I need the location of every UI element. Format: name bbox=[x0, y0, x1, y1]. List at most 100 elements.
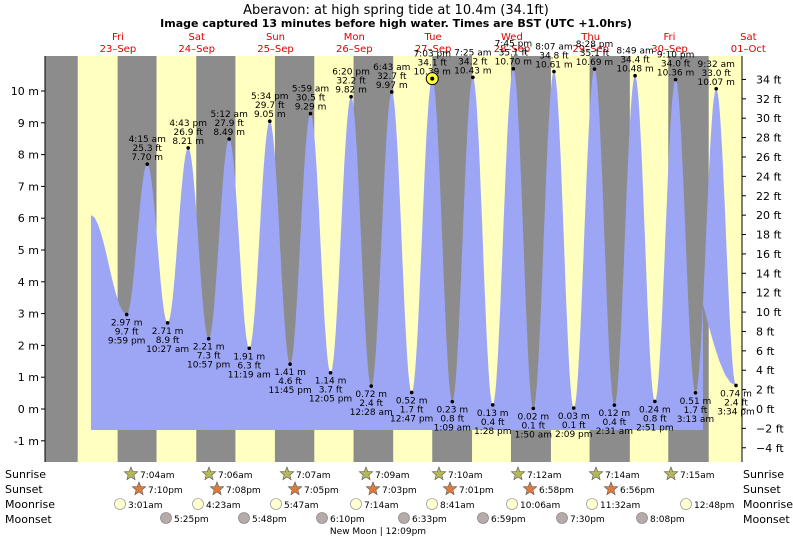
y-tick-label-m: 3 m bbox=[18, 308, 39, 321]
sunrise-event: 7:14am bbox=[588, 466, 640, 481]
tide-height-m: 10.07 m bbox=[697, 78, 734, 88]
moonrise-row-label-right: Moonrise bbox=[743, 498, 793, 511]
tide-height-ft: 33.0 ft bbox=[701, 69, 731, 79]
tide-point bbox=[633, 73, 637, 78]
sunrise-row-label-right: Sunrise bbox=[743, 468, 784, 481]
tide-height-m: 0.74 m bbox=[720, 389, 752, 399]
y-tick-label-ft: 6 ft bbox=[756, 345, 775, 358]
day-date: 23–Sep bbox=[100, 44, 137, 55]
star-icon bbox=[123, 466, 139, 481]
y-tick-label-ft: 30 ft bbox=[756, 112, 782, 125]
tide-height-ft: 6.3 ft bbox=[237, 361, 261, 371]
tide-height-m: 10.61 m bbox=[535, 61, 572, 71]
tide-point bbox=[612, 403, 617, 407]
y-tick-label-ft: −2 ft bbox=[756, 422, 784, 435]
tide-time: 3:34 pm bbox=[717, 407, 755, 417]
star-icon bbox=[201, 466, 217, 481]
chart-title: Aberavon: at high spring tide at 10.4m (… bbox=[243, 3, 549, 18]
tide-time: 5:34 pm bbox=[251, 92, 289, 102]
y-tick-label-m: 8 m bbox=[18, 149, 39, 162]
tide-height-m: 10.70 m bbox=[495, 58, 532, 68]
moonset-icon bbox=[316, 512, 328, 524]
low-tide-mark: 2.97 m9.7 ft9:59 pm bbox=[108, 312, 145, 347]
moonrise-time: 7:14am bbox=[364, 501, 399, 511]
tide-point bbox=[328, 370, 333, 375]
y-tick-label-ft: 24 ft bbox=[756, 170, 782, 183]
tide-height-m: 10.69 m bbox=[576, 58, 613, 68]
moonset-row-label-right: Moonset bbox=[743, 513, 790, 526]
tide-point bbox=[511, 66, 516, 71]
moonrise-icon bbox=[270, 498, 282, 510]
moonrise-event: 12:48pm bbox=[680, 498, 734, 511]
moonset-time: 7:30pm bbox=[570, 515, 605, 525]
low-tide-mark: 0.23 m0.8 ft1:09 am bbox=[434, 399, 471, 434]
tide-height-ft: 2.4 ft bbox=[359, 399, 383, 409]
sunset-time: 7:01pm bbox=[459, 486, 494, 496]
tide-height-ft: 25.3 ft bbox=[133, 144, 163, 154]
tide-time: 12:28 am bbox=[350, 408, 393, 418]
day-date: 01–Oct bbox=[731, 44, 766, 55]
day-date: 30–Sep bbox=[651, 44, 688, 55]
y-tick-label-ft: 10 ft bbox=[756, 306, 782, 319]
day-name: Sun bbox=[266, 32, 285, 43]
y-tick-label-ft: 2 ft bbox=[756, 384, 775, 397]
tide-height-ft: 34.8 ft bbox=[539, 52, 569, 62]
y-tick-label-m: 6 m bbox=[18, 212, 39, 225]
moonset-icon bbox=[556, 512, 568, 524]
y-tick-label-m: 9 m bbox=[18, 117, 39, 130]
y-axis-feet: −4 ft −2 ft 0 ft 2 ft 4 ft 6 ft 8 ft 10 ft 12 ft… bbox=[741, 56, 784, 462]
y-tick-label-ft: 16 ft bbox=[756, 248, 782, 261]
low-tide-mark: 0.03 m0.1 ft2:09 pm bbox=[555, 406, 593, 440]
tide-height-ft: 34.4 ft bbox=[620, 56, 650, 66]
moonrise-time: 10:06am bbox=[520, 501, 560, 511]
tide-height-ft: 8.9 ft bbox=[156, 336, 180, 346]
star-icon bbox=[131, 481, 147, 496]
tide-time: 10:57 pm bbox=[187, 361, 230, 371]
star-icon bbox=[510, 466, 526, 481]
tide-height-m: 1.91 m bbox=[233, 352, 265, 362]
moonset-time: 8:08pm bbox=[650, 515, 685, 525]
moonrise-icon bbox=[506, 498, 518, 510]
tide-height-ft: 3.7 ft bbox=[319, 386, 343, 396]
day-date: 25–Sep bbox=[257, 44, 294, 55]
tide-height-m: 10.48 m bbox=[616, 65, 653, 75]
sunset-time: 7:03pm bbox=[382, 486, 417, 496]
star-icon bbox=[663, 466, 679, 481]
y-axis-metres: -1 m 0 m 1 m 2 m 3 m 4 m 5 m 6 m 7 m 8 m 9 m 10 m bbox=[11, 56, 46, 462]
moonset-icon bbox=[636, 512, 648, 524]
tide-height-m: 2.71 m bbox=[152, 327, 184, 337]
tide-height-m: 7.70 m bbox=[131, 153, 163, 163]
day-name: Tue bbox=[424, 32, 442, 43]
tide-height-m: 0.51 m bbox=[680, 397, 712, 407]
tide-height-area bbox=[91, 68, 736, 430]
moonset-icon bbox=[160, 512, 172, 524]
moonset-event: 8:08pm bbox=[636, 512, 685, 525]
low-tide-mark: 0.13 m0.4 ft1:28 pm bbox=[474, 403, 512, 437]
tide-time: 7:45 pm bbox=[495, 40, 533, 50]
star-icon bbox=[442, 481, 458, 496]
day-date: 29–Sep bbox=[572, 44, 609, 55]
sunset-time: 7:08pm bbox=[226, 486, 261, 496]
tide-height-m: 1.14 m bbox=[315, 377, 347, 387]
moonrise-icon bbox=[586, 498, 598, 510]
tide-point bbox=[552, 69, 556, 74]
tide-height-m: 0.23 m bbox=[436, 406, 468, 416]
tide-height-m: 9.97 m bbox=[376, 81, 408, 91]
tide-height-ft: 32.7 ft bbox=[377, 72, 407, 82]
day-labels: Fri23–SepSat24–SepSun25–SepMon26–SepTue2… bbox=[100, 32, 766, 55]
tide-point bbox=[389, 90, 394, 94]
tide-height-ft: 35.1 ft bbox=[580, 49, 610, 59]
tide-point bbox=[693, 390, 698, 395]
y-tick-label-m: 7 m bbox=[18, 180, 39, 193]
moonrise-event: 11:32am bbox=[586, 498, 640, 511]
